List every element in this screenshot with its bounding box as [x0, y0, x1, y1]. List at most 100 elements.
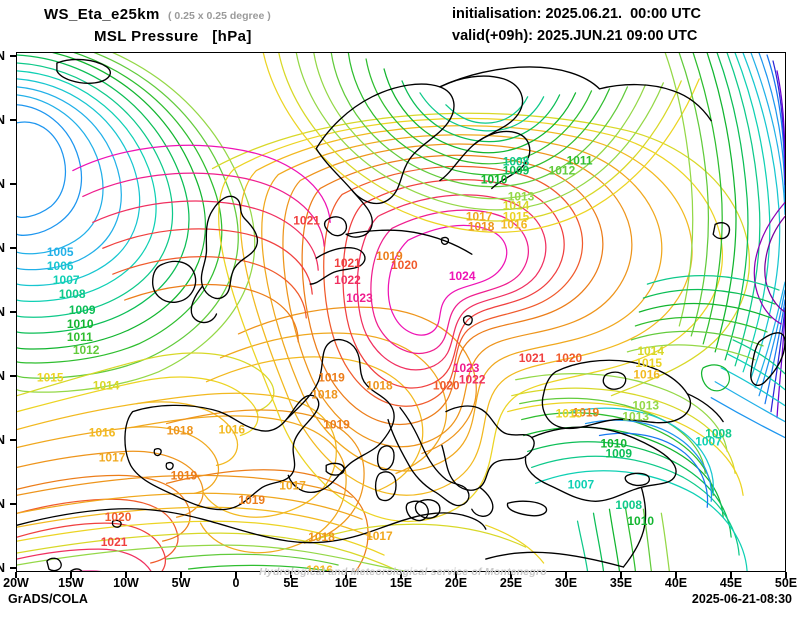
- coastline-overlay: [17, 58, 785, 571]
- contour-label: 1007: [53, 273, 80, 287]
- contour-label: 1023: [453, 361, 480, 375]
- y-axis-tick-mark: [10, 503, 17, 505]
- y-axis-tick: N: [0, 305, 6, 319]
- contour-label: 1010: [67, 317, 94, 331]
- contour-label: 1020: [105, 510, 132, 524]
- contour-map-plot[interactable]: 1005 1006 1007 1008 1009 1010 1011 1012 1015 1014…: [16, 52, 786, 572]
- contour-label: 1021: [519, 351, 546, 365]
- contour-label: 1016: [306, 563, 333, 571]
- contour-label: 1011: [67, 330, 93, 344]
- contour-label: 1008: [503, 155, 530, 169]
- contour-label: 1009: [69, 303, 96, 317]
- contour-value-labels: 1005100610071008100910101011101210151014…: [37, 154, 732, 571]
- x-axis-tick-mark: [785, 572, 787, 578]
- x-axis-tick-mark: [620, 572, 622, 578]
- contour-label: 1021: [334, 256, 361, 270]
- x-axis-tick-mark: [235, 572, 237, 578]
- y-axis-tick: N: [0, 561, 6, 575]
- contour-label: 1018: [308, 530, 335, 544]
- x-axis-tick: 50E: [774, 576, 798, 590]
- x-axis-tick: 15E: [389, 576, 413, 590]
- contour-label: 1022: [334, 273, 361, 287]
- y-axis-tick: N: [0, 241, 6, 255]
- contour-label: 1015: [503, 209, 530, 223]
- y-axis-tick-mark: [10, 55, 17, 57]
- x-axis-tick: 10E: [334, 576, 358, 590]
- x-axis-tick-mark: [730, 572, 732, 578]
- contour-label: 1016: [89, 426, 116, 440]
- x-axis-tick: 0: [232, 576, 240, 590]
- y-axis-tick-mark: [10, 311, 17, 313]
- contour-label: 1017: [466, 209, 493, 223]
- contour-label: 1019: [376, 249, 403, 263]
- y-axis-tick: N: [0, 433, 6, 447]
- valid-time-label: valid(+09h): 2025.JUN.21 09:00 UTC: [452, 28, 698, 44]
- contour-label: 1012: [73, 343, 100, 357]
- contour-label: 1021: [101, 535, 128, 549]
- contour-label: 1023: [346, 291, 373, 305]
- generation-timestamp-label: 2025-06-21-08:30: [691, 592, 792, 606]
- contour-label: 1009: [605, 446, 632, 460]
- x-axis-tick: 35E: [609, 576, 633, 590]
- model-name-label: WS_Eta_e25km: [44, 6, 160, 23]
- contour-label: 1011: [567, 154, 593, 168]
- x-axis-tick-mark: [455, 572, 457, 578]
- y-axis-tick-mark: [10, 183, 17, 185]
- x-axis-tick-mark: [565, 572, 567, 578]
- x-axis-tick: 5E: [283, 576, 299, 590]
- contour-label: 1024: [449, 269, 476, 283]
- contour-label: 1008: [59, 287, 86, 301]
- contour-label: 1010: [481, 173, 508, 187]
- x-axis-tick-mark: [125, 572, 127, 578]
- contour-label: 1015: [37, 371, 64, 385]
- x-axis-tick: 25E: [499, 576, 523, 590]
- contour-label: 1006: [47, 259, 74, 273]
- x-axis-tick-mark: [180, 572, 182, 578]
- x-axis-tick: 20E: [444, 576, 468, 590]
- y-axis-tick: N: [0, 113, 6, 127]
- contour-label: 1016: [633, 368, 660, 382]
- contour-label: 1015: [635, 356, 662, 370]
- x-axis-tick: 40E: [664, 576, 688, 590]
- y-axis-tick: N: [0, 369, 6, 383]
- contour-label: 1020: [391, 258, 418, 272]
- contour-label: 1019: [238, 493, 265, 507]
- contour-label: 1018: [366, 379, 393, 393]
- contour-label: 1017: [99, 450, 126, 464]
- contour-label: 1021: [293, 213, 320, 227]
- contour-label: 1020: [433, 379, 460, 393]
- contour-label: 1017: [366, 529, 393, 543]
- contour-map-svg: 1005100610071008100910101011101210151014…: [17, 53, 785, 571]
- x-axis-tick-mark: [400, 572, 402, 578]
- contour-label: 1018: [311, 388, 338, 402]
- x-axis-tick-mark: [70, 572, 72, 578]
- contour-label: 1012: [549, 164, 576, 178]
- contour-label: 1017: [279, 478, 306, 492]
- contour-label: 1018: [468, 219, 495, 233]
- x-axis-tick: 30E: [554, 576, 578, 590]
- x-axis-tick: 20W: [3, 576, 29, 590]
- contour-label: 1007: [568, 477, 595, 491]
- contour-label: 1014: [93, 379, 120, 393]
- contour-label: 1015: [556, 407, 583, 421]
- contour-label: 1020: [556, 351, 583, 365]
- initialisation-time-label: initialisation: 2025.06.21. 00:00 UTC: [452, 6, 702, 22]
- y-axis-tick-mark: [10, 439, 17, 441]
- x-axis-tick-mark: [345, 572, 347, 578]
- contour-label: 1014: [637, 344, 664, 358]
- contour-label: 1019: [573, 406, 600, 420]
- x-axis-tick-mark: [290, 572, 292, 578]
- x-axis-tick: 45E: [719, 576, 743, 590]
- x-axis-tick: 15W: [58, 576, 84, 590]
- model-resolution-label: ( 0.25 x 0.25 degree ): [168, 10, 271, 22]
- contour-label: 1010: [627, 514, 654, 528]
- contour-label: 1019: [323, 418, 350, 432]
- y-axis-tick: N: [0, 49, 6, 63]
- contour-label: 1013: [632, 399, 659, 413]
- contour-label: 1013: [622, 410, 649, 424]
- y-axis-tick-mark: [10, 375, 17, 377]
- grads-credit-label: GrADS/COLA: [8, 592, 88, 606]
- y-axis-tick: N: [0, 497, 6, 511]
- x-axis-tick: 5W: [171, 576, 191, 590]
- variable-name-label: MSL Pressure [hPa]: [94, 28, 252, 45]
